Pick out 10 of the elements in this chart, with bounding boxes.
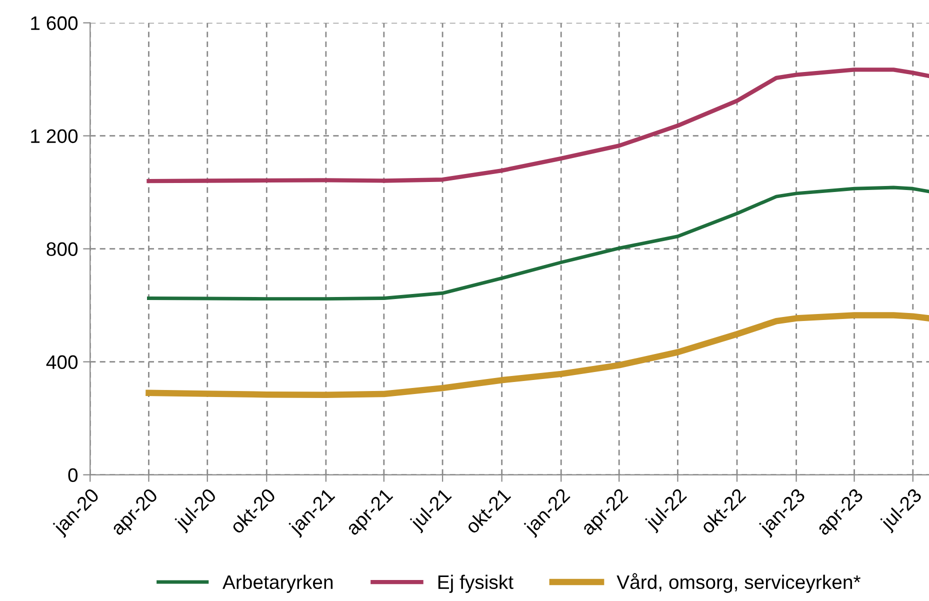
y-tick-label: 800 xyxy=(46,242,78,256)
y-tick-label: 1 200 xyxy=(31,129,78,144)
legend-label: Ej fysiskt xyxy=(438,574,514,593)
line-series xyxy=(146,68,929,184)
legend-label: Arbetaryrken xyxy=(222,574,333,593)
legend-label: Vård, omsorg, serviceyrken* xyxy=(616,573,861,593)
y-tick-label: 1 600 xyxy=(31,16,78,30)
y-tick-label: 400 xyxy=(46,355,78,370)
line-series xyxy=(147,186,929,301)
y-tick-label: 0 xyxy=(68,468,78,482)
